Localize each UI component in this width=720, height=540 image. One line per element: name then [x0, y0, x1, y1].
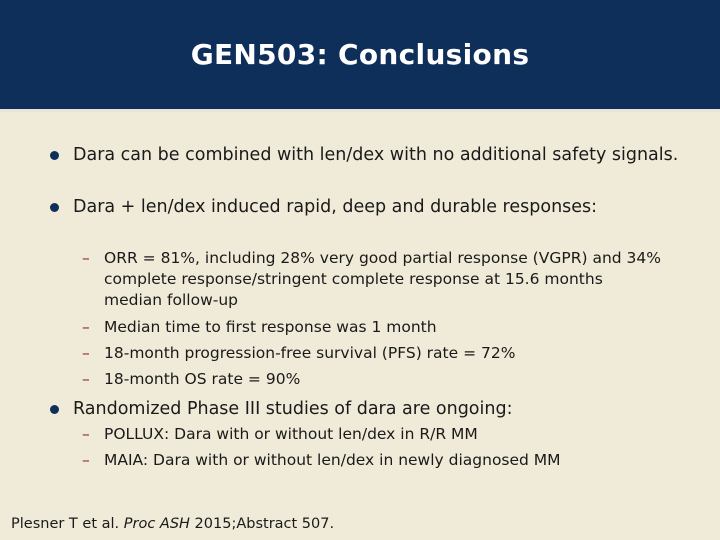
bullet-text: Dara can be combined with len/dex with n…: [73, 145, 679, 165]
sub-bullet-item: – ORR = 81%, including 28% very good par…: [82, 248, 664, 311]
sub-bullet-item: – Median time to first response was 1 mo…: [82, 317, 664, 338]
title-bar: GEN503: Conclusions: [0, 0, 720, 112]
sub-bullet-item: – MAIA: Dara with or without len/dex in …: [82, 450, 664, 471]
bullet-item-3: Randomized Phase III studies of dara are…: [50, 396, 693, 422]
citation-details: 2015;Abstract 507.: [194, 516, 335, 532]
dash-icon: –: [82, 318, 90, 336]
dash-icon: –: [82, 425, 90, 443]
sub-bullet-text: POLLUX: Dara with or without len/dex in …: [104, 425, 478, 443]
dash-icon: –: [82, 451, 90, 469]
dash-icon: –: [82, 344, 90, 362]
bullet-dot-icon: [50, 405, 59, 414]
citation-journal: Proc ASH: [123, 516, 190, 532]
bullet-text: Dara + len/dex induced rapid, deep and d…: [73, 197, 598, 217]
sub-bullet-item: – 18-month progression-free survival (PF…: [82, 343, 664, 364]
sub-bullet-item: – 18-month OS rate = 90%: [82, 369, 664, 390]
citation-authors: Plesner T et al.: [11, 516, 120, 532]
sub-bullet-text: ORR = 81%, including 28% very good parti…: [104, 249, 661, 309]
dash-icon: –: [82, 249, 90, 267]
sub-bullet-text: 18-month progression-free survival (PFS)…: [104, 344, 516, 362]
bullet-item-2: Dara + len/dex induced rapid, deep and d…: [50, 194, 693, 220]
sub-bullet-item: – POLLUX: Dara with or without len/dex i…: [82, 424, 664, 445]
sub-bullet-text: Median time to first response was 1 mont…: [104, 318, 437, 336]
bullet-dot-icon: [50, 203, 59, 212]
bullet-item-1: Dara can be combined with len/dex with n…: [50, 142, 693, 168]
bullet-dot-icon: [50, 151, 59, 160]
bullet-text: Randomized Phase III studies of dara are…: [73, 399, 513, 419]
slide-title: GEN503: Conclusions: [190, 38, 530, 71]
sub-bullet-text: 18-month OS rate = 90%: [104, 370, 301, 388]
citation: Plesner T et al. Proc ASH 2015;Abstract …: [11, 515, 334, 533]
dash-icon: –: [82, 370, 90, 388]
sub-bullet-text: MAIA: Dara with or without len/dex in ne…: [104, 451, 561, 469]
